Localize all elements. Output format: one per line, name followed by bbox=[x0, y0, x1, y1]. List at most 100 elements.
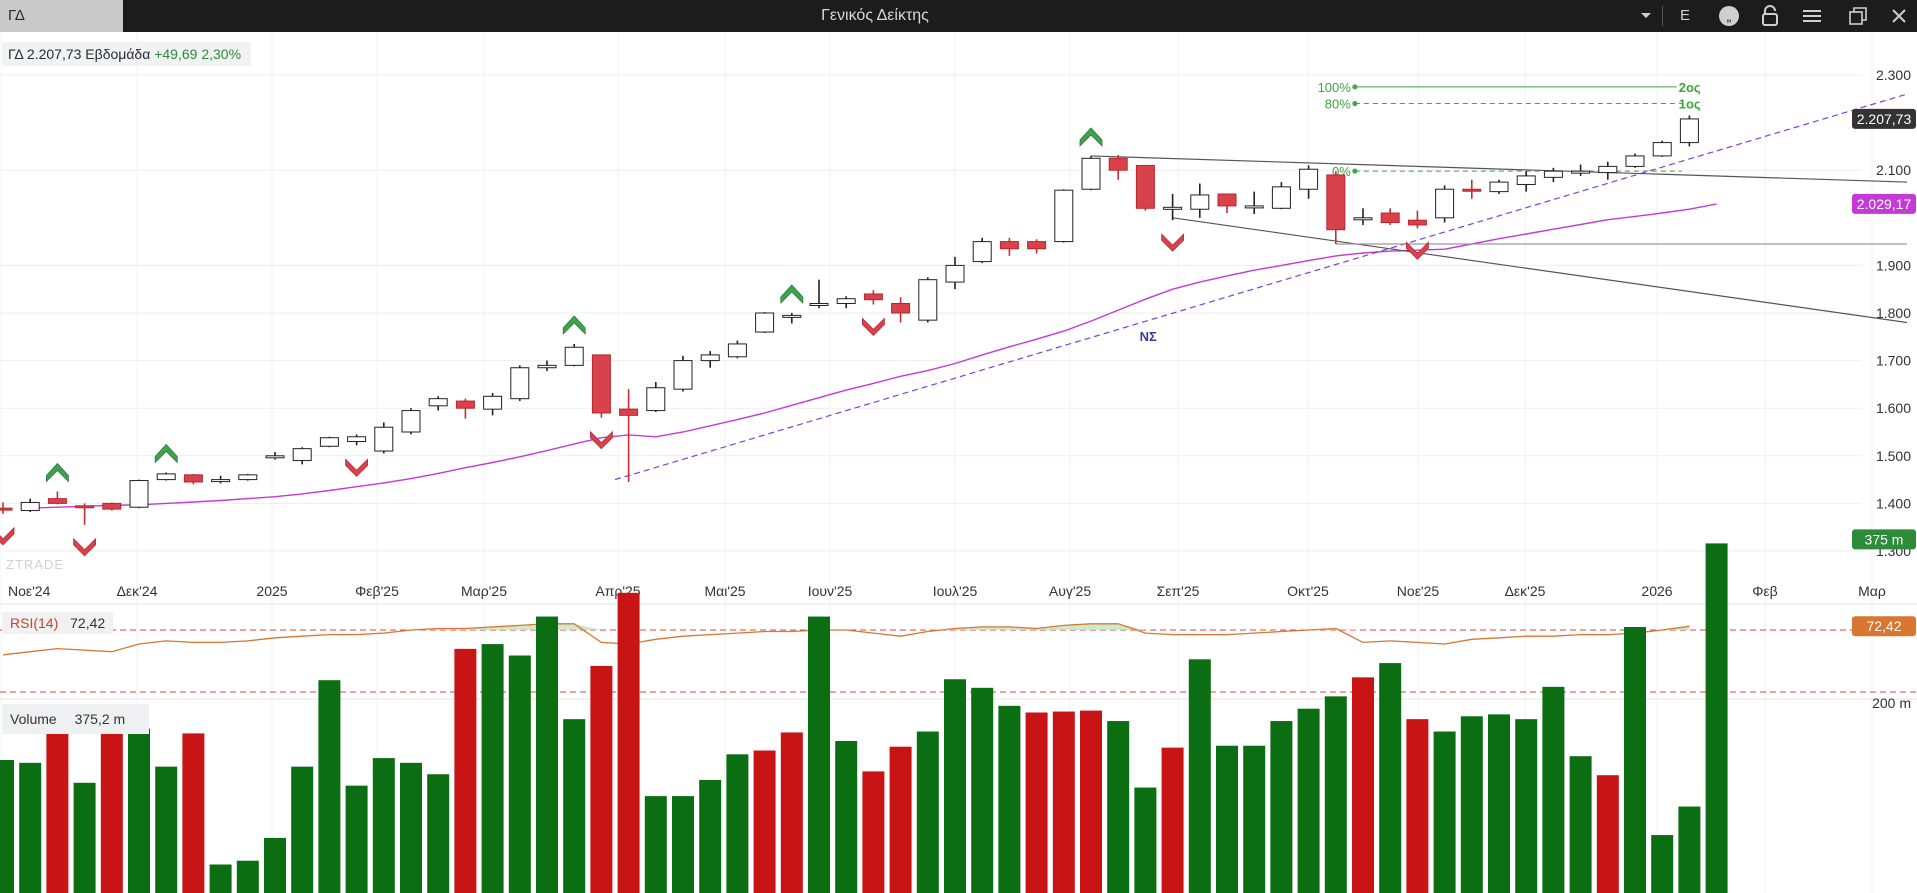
volume-bar bbox=[155, 766, 178, 893]
volume-bar bbox=[46, 733, 69, 893]
volume-bar bbox=[1460, 716, 1483, 893]
candle bbox=[945, 256, 965, 290]
volume-bar bbox=[345, 785, 368, 893]
candle bbox=[809, 279, 829, 309]
time-tick-label: Δεκ'24 bbox=[117, 583, 158, 599]
volume-bar bbox=[1379, 663, 1402, 893]
volume-bar bbox=[372, 758, 395, 893]
candle bbox=[999, 237, 1019, 256]
candle bbox=[755, 312, 775, 333]
svg-text:„: „ bbox=[1727, 8, 1732, 24]
price-tick-label: 1.900 bbox=[1876, 257, 1911, 273]
candle bbox=[238, 473, 258, 481]
lock-button[interactable] bbox=[1755, 0, 1785, 32]
candle-body bbox=[75, 505, 95, 509]
candle bbox=[972, 237, 992, 264]
candle-body bbox=[1353, 217, 1373, 221]
candle bbox=[1244, 191, 1264, 214]
candle-body bbox=[646, 387, 666, 412]
candle bbox=[428, 396, 448, 411]
price-chart[interactable]: 2.300 2.100 1.900 1.800 1.700 1.600 1.500 1.400… bbox=[0, 32, 1917, 893]
moving-average-tag-text: 2.029,17 bbox=[1857, 196, 1912, 212]
candle bbox=[891, 297, 911, 323]
volume-bar bbox=[1052, 711, 1075, 893]
candle-body bbox=[1462, 188, 1482, 192]
volume-tick-label: 200 m bbox=[1872, 695, 1911, 711]
moving-average-tag-bg bbox=[1852, 193, 1916, 214]
candle bbox=[265, 451, 285, 460]
candle-body bbox=[455, 400, 475, 409]
fib-target-label: 2ος bbox=[1679, 80, 1701, 95]
candle bbox=[1027, 239, 1047, 254]
candle-body bbox=[102, 502, 122, 510]
candle-body bbox=[401, 410, 421, 433]
time-tick-label: Σεπ'25 bbox=[1157, 583, 1200, 599]
candle-body bbox=[537, 364, 557, 369]
candle bbox=[1679, 115, 1699, 147]
candle-body bbox=[1435, 188, 1455, 219]
trendline bbox=[614, 93, 1908, 481]
candle-body bbox=[1054, 189, 1074, 243]
candle bbox=[1353, 208, 1373, 225]
candle-body bbox=[1081, 157, 1101, 190]
candle bbox=[47, 491, 67, 505]
candle-body bbox=[1516, 175, 1536, 185]
volume-bar bbox=[644, 796, 667, 893]
quote-button[interactable]: „ bbox=[1714, 0, 1744, 32]
volume-bar bbox=[73, 782, 96, 893]
close-button[interactable] bbox=[1884, 0, 1914, 32]
candle bbox=[1217, 193, 1237, 214]
volume-bar bbox=[1243, 745, 1266, 893]
candle-body bbox=[1244, 205, 1264, 209]
candle bbox=[1462, 179, 1482, 199]
fib-pct-label: 100% bbox=[1318, 80, 1352, 95]
candle-body bbox=[1108, 157, 1128, 171]
volume-bar bbox=[1433, 731, 1456, 893]
candle bbox=[1625, 153, 1645, 168]
candle bbox=[292, 447, 312, 465]
symbol-input[interactable]: ΓΔ bbox=[0, 0, 123, 32]
candle bbox=[564, 343, 584, 367]
candle bbox=[510, 365, 530, 402]
candle bbox=[211, 475, 231, 484]
time-tick-label: Φεβ bbox=[1752, 583, 1777, 599]
volume-bar bbox=[726, 754, 749, 893]
candle bbox=[1407, 210, 1427, 229]
volume-bar bbox=[916, 731, 939, 893]
candle-body bbox=[972, 241, 992, 263]
candle bbox=[836, 296, 856, 309]
candle bbox=[1081, 155, 1101, 191]
time-tick-label: Φεβ'25 bbox=[355, 583, 399, 599]
price-tick-label: 1.700 bbox=[1876, 353, 1911, 369]
volume-bar bbox=[236, 860, 259, 893]
rsi-value-tag-text: 72,42 bbox=[1866, 618, 1901, 634]
fib-level-dot bbox=[1352, 84, 1358, 90]
minimize-button[interactable] bbox=[1797, 0, 1827, 32]
rsi-overbought-fill bbox=[1335, 628, 1363, 630]
restore-button[interactable] bbox=[1843, 0, 1873, 32]
volume-bar bbox=[1406, 719, 1429, 893]
volume-bar bbox=[0, 760, 14, 893]
candle bbox=[918, 277, 938, 323]
volume-bar bbox=[753, 750, 776, 893]
candle bbox=[1571, 164, 1591, 176]
exchange-button[interactable]: E bbox=[1679, 7, 1690, 24]
time-tick-label: 2025 bbox=[256, 583, 287, 599]
volume-bar bbox=[590, 665, 613, 893]
candle-body bbox=[755, 312, 775, 333]
moving-average-tag: 2.029,17 bbox=[1852, 193, 1916, 214]
candle bbox=[483, 392, 503, 416]
candle-body bbox=[428, 398, 448, 407]
volume-bar bbox=[563, 719, 586, 893]
volume-bar bbox=[454, 648, 477, 893]
buy-signal-icon bbox=[780, 284, 804, 304]
candle bbox=[537, 360, 557, 372]
info-last-price: 2.207,73 bbox=[26, 46, 82, 62]
dropdown-button[interactable] bbox=[1632, 0, 1660, 32]
quote-icon: „ bbox=[1719, 6, 1739, 26]
buy-signal-icon bbox=[154, 443, 178, 464]
volume-bar bbox=[209, 864, 232, 893]
volume-bar bbox=[291, 766, 314, 893]
candle-body bbox=[1217, 193, 1237, 207]
candle bbox=[591, 354, 611, 418]
